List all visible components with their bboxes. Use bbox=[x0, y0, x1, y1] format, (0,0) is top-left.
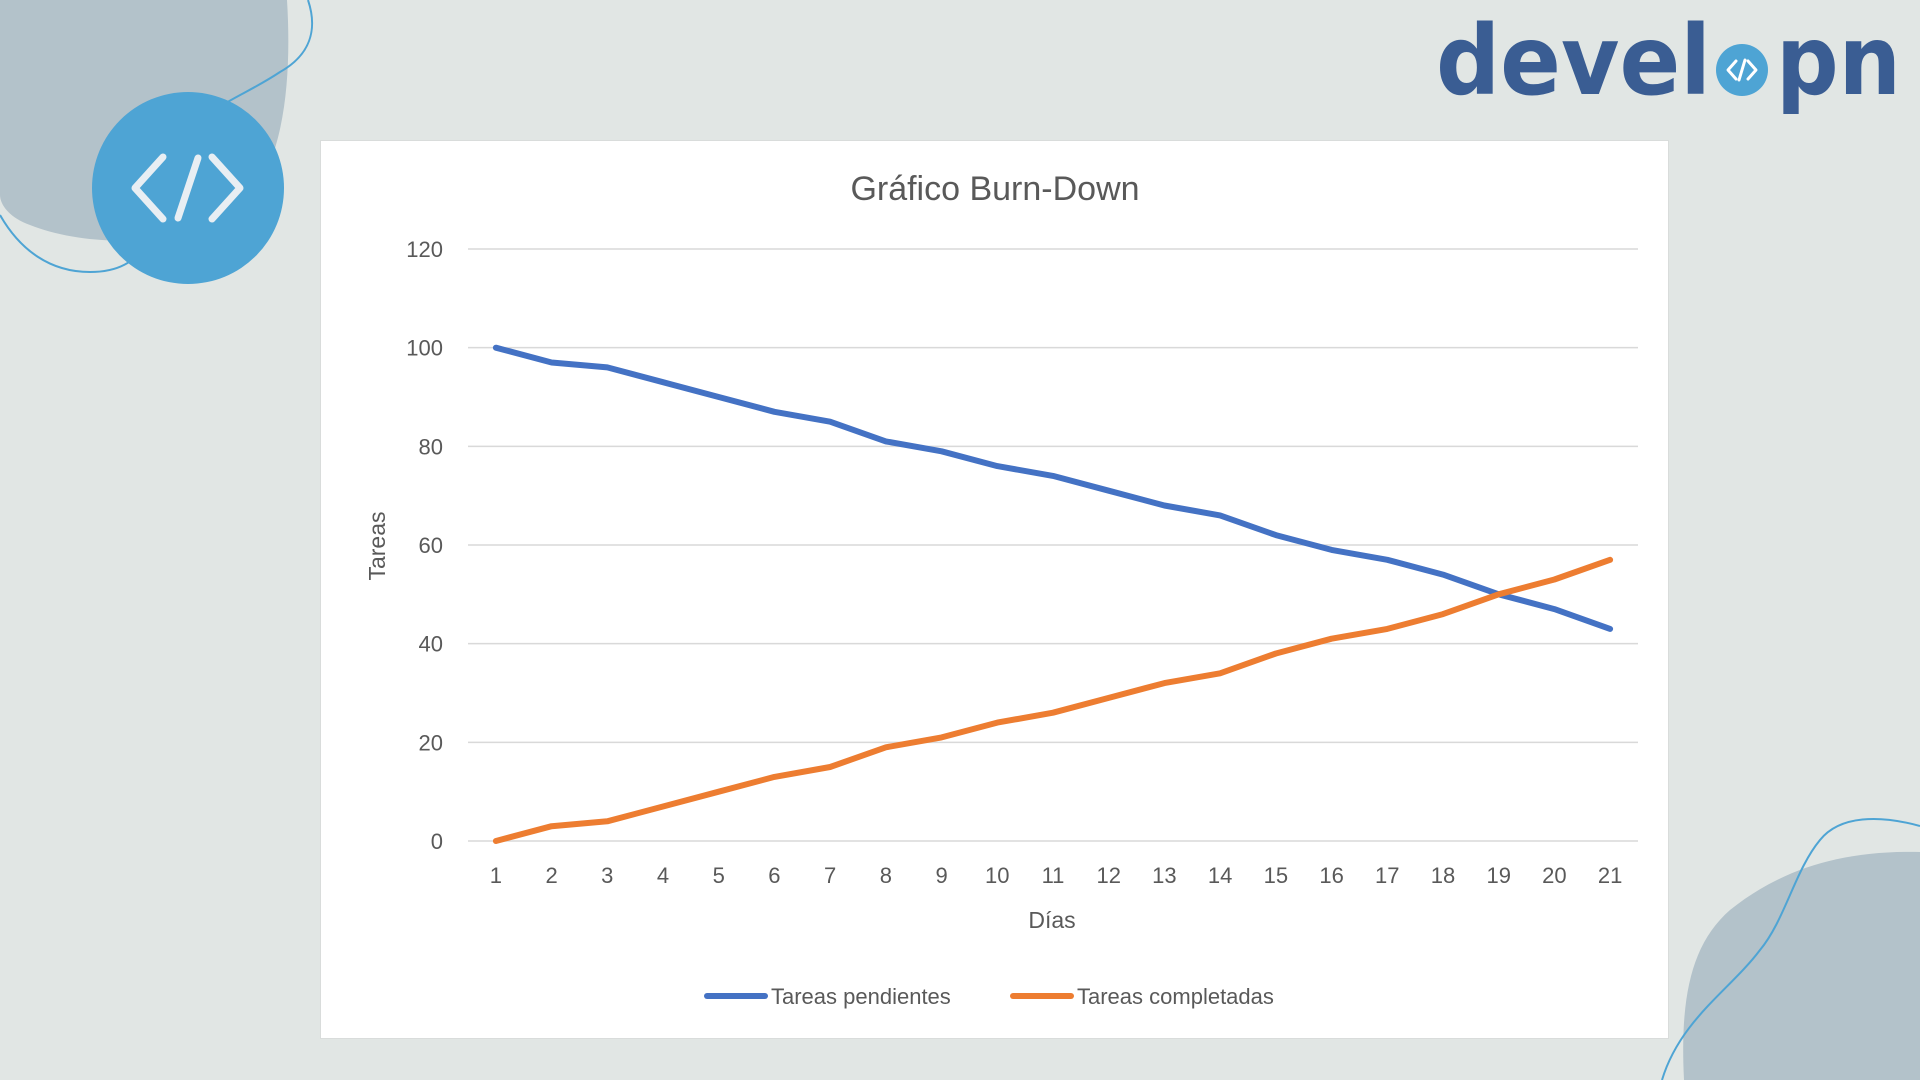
x-tick-label: 8 bbox=[880, 863, 892, 888]
y-tick-label: 40 bbox=[419, 632, 443, 657]
bottom-right-blob bbox=[1683, 851, 1920, 1080]
x-tick-label: 21 bbox=[1598, 863, 1622, 888]
svg-text:pn: pn bbox=[1776, 14, 1901, 117]
y-tick-label: 100 bbox=[406, 336, 443, 361]
x-tick-label: 9 bbox=[935, 863, 947, 888]
brand-wordmark: devel pn bbox=[1436, 5, 1901, 117]
x-tick-label: 11 bbox=[1042, 863, 1065, 888]
legend: Tareas pendientes Tareas completadas bbox=[704, 984, 1274, 1009]
y-tick-label: 120 bbox=[406, 237, 443, 262]
x-tick-label: 7 bbox=[824, 863, 836, 888]
x-tick-label: 14 bbox=[1208, 863, 1232, 888]
x-tick-label: 10 bbox=[985, 863, 1009, 888]
x-tick-label: 3 bbox=[601, 863, 613, 888]
x-tick-label: 12 bbox=[1096, 863, 1120, 888]
x-tick-label: 2 bbox=[545, 863, 557, 888]
series-line-1 bbox=[492, 344, 1614, 632]
legend-item: Tareas completadas bbox=[1010, 984, 1274, 1009]
svg-text:devel: devel bbox=[1436, 14, 1711, 117]
x-tick-label: 1 bbox=[490, 863, 502, 888]
legend-item: Tareas pendientes bbox=[704, 984, 951, 1009]
brand-logo: devel pn bbox=[1436, 5, 1906, 124]
x-axis-label: Días bbox=[1028, 907, 1075, 933]
x-tick-label: 20 bbox=[1542, 863, 1566, 888]
legend-label: Tareas pendientes bbox=[771, 984, 951, 1009]
x-tick-label: 15 bbox=[1264, 863, 1288, 888]
y-tick-label: 60 bbox=[419, 533, 443, 558]
x-tick-label: 6 bbox=[768, 863, 780, 888]
y-tick-label: 0 bbox=[431, 829, 443, 854]
x-tick-labels: 1 2 3 4 5 6 7 8 9 10 11 12 13 14 15 16 17 18 19 20 21 bbox=[490, 863, 1623, 888]
series-lines bbox=[492, 344, 1614, 844]
x-tick-label: 5 bbox=[713, 863, 725, 888]
x-tick-label: 16 bbox=[1319, 863, 1343, 888]
y-tick-labels: 0 20 40 60 80 100 120 bbox=[406, 237, 443, 854]
y-tick-label: 80 bbox=[419, 434, 443, 459]
y-axis-label: Tareas bbox=[364, 511, 390, 580]
x-tick-label: 18 bbox=[1431, 863, 1455, 888]
bottom-right-curve bbox=[1661, 818, 1920, 1080]
gridlines bbox=[468, 248, 1638, 842]
y-tick-label: 20 bbox=[419, 730, 443, 755]
chart-title: Gráfico Burn-Down bbox=[850, 170, 1139, 208]
code-brackets-icon bbox=[131, 153, 244, 223]
x-tick-label: 19 bbox=[1486, 863, 1510, 888]
series-line-2 bbox=[492, 556, 1614, 844]
x-tick-label: 4 bbox=[657, 863, 669, 888]
x-tick-label: 13 bbox=[1152, 863, 1176, 888]
x-tick-label: 17 bbox=[1375, 863, 1399, 888]
legend-label: Tareas completadas bbox=[1077, 984, 1274, 1009]
